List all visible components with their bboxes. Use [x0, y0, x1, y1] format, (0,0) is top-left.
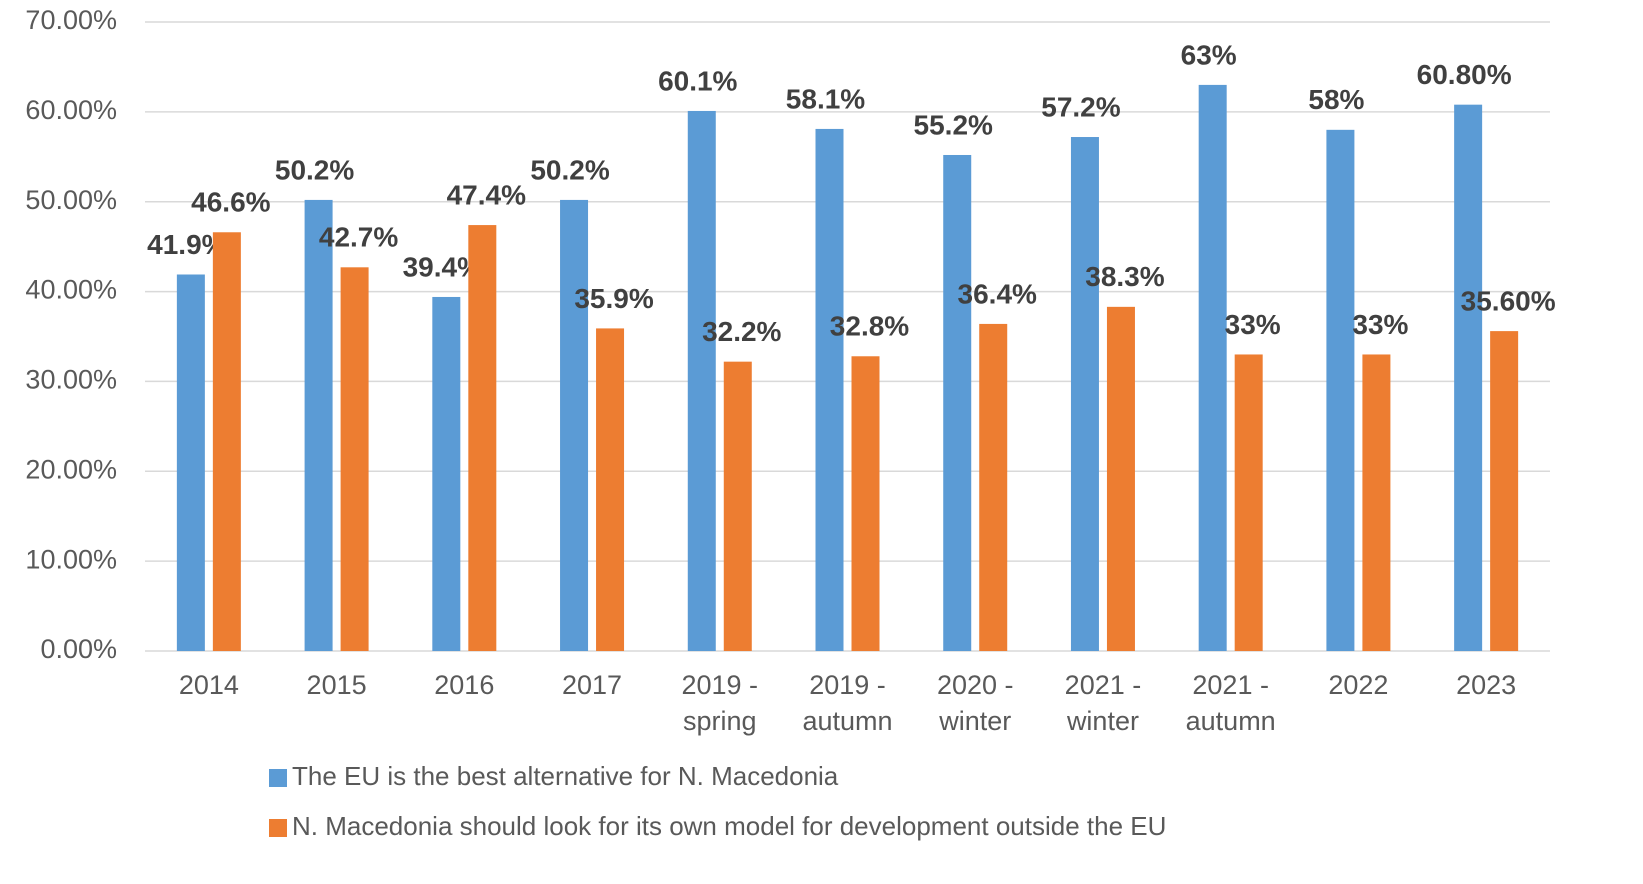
value-label: 35.9%: [574, 283, 653, 314]
value-label: 38.3%: [1085, 261, 1164, 292]
x-tick-label-line: autumn: [1186, 706, 1276, 736]
legend-swatch: [269, 769, 287, 787]
value-label: 60.1%: [658, 65, 737, 96]
bar: [1362, 354, 1390, 651]
x-tick-label: 2021 - winter: [1065, 670, 1142, 736]
y-tick-label: 70.00%: [25, 5, 117, 35]
value-label: 58.1%: [786, 83, 865, 114]
bar: [724, 362, 752, 651]
x-tick-label-line: 2019 -: [809, 670, 886, 700]
bar: [1326, 130, 1354, 651]
bar: [560, 200, 588, 651]
y-tick-label: 0.00%: [40, 634, 117, 664]
value-label: 32.2%: [702, 316, 781, 347]
x-tick-label: 2019 - spring: [681, 670, 758, 736]
x-tick-label: 2022: [1328, 670, 1388, 700]
bar: [305, 200, 333, 651]
y-tick-label: 40.00%: [25, 275, 117, 305]
value-label: 50.2%: [530, 154, 609, 185]
bar: [1071, 137, 1099, 651]
value-label: 33%: [1352, 309, 1408, 340]
x-tick-label-line: winter: [938, 706, 1011, 736]
bar: [852, 356, 880, 651]
value-label: 47.4%: [447, 179, 526, 210]
value-label: 35.60%: [1461, 285, 1556, 316]
bar: [1107, 307, 1135, 651]
x-tick-label: 2023: [1456, 670, 1516, 700]
x-tick-label: 2016: [434, 670, 494, 700]
bar: [432, 297, 460, 651]
bar: [816, 129, 844, 651]
value-label: 32.8%: [830, 311, 909, 342]
y-tick-label: 10.00%: [25, 544, 117, 574]
value-label: 55.2%: [914, 109, 993, 140]
bar: [1490, 331, 1518, 651]
y-tick-label: 30.00%: [25, 365, 117, 395]
value-label: 33%: [1225, 309, 1281, 340]
value-label: 57.2%: [1041, 91, 1120, 122]
x-tick-label-line: 2021 -: [1192, 670, 1269, 700]
x-tick-label: 2017: [562, 670, 622, 700]
bar: [979, 324, 1007, 651]
value-label: 63%: [1181, 39, 1237, 70]
x-tick-label: 2015: [307, 670, 367, 700]
y-tick-label: 20.00%: [25, 454, 117, 484]
x-tick-label-line: 2020 -: [937, 670, 1014, 700]
legend-swatch: [269, 819, 287, 837]
x-tick-label-line: autumn: [802, 706, 892, 736]
x-tick-label-line: winter: [1066, 706, 1139, 736]
value-label: 42.7%: [319, 222, 398, 253]
chart: 0.00% 10.00% 20.00% 30.00% 40.00% 50.00% 60.00…: [0, 0, 1643, 884]
bar: [1454, 105, 1482, 651]
bar: [1199, 85, 1227, 651]
legend-label: N. Macedonia should look for its own mod…: [292, 811, 1166, 841]
bar: [688, 111, 716, 651]
bar: [943, 155, 971, 651]
x-tick-label-line: spring: [683, 706, 757, 736]
x-tick-label: 2014: [179, 670, 239, 700]
legend-label: The EU is the best alternative for N. Ma…: [292, 761, 839, 791]
y-tick-label: 50.00%: [25, 185, 117, 215]
value-label: 60.80%: [1417, 59, 1512, 90]
bar: [596, 328, 624, 651]
x-tick-label: 2019 - autumn: [802, 670, 892, 736]
x-tick-label-line: 2021 -: [1065, 670, 1142, 700]
y-tick-label: 60.00%: [25, 95, 117, 125]
x-tick-label: 2020 - winter: [937, 670, 1014, 736]
bar: [1235, 354, 1263, 651]
bar: [468, 225, 496, 651]
bar: [341, 267, 369, 651]
page: 0.00% 10.00% 20.00% 30.00% 40.00% 50.00% 60.00…: [0, 0, 1643, 884]
value-label: 36.4%: [958, 278, 1037, 309]
bar: [177, 274, 205, 651]
x-tick-label-line: 2019 -: [681, 670, 758, 700]
x-tick-label: 2021 - autumn: [1186, 670, 1276, 736]
bar: [213, 232, 241, 651]
value-label: 50.2%: [275, 154, 354, 185]
value-label: 46.6%: [191, 187, 270, 218]
value-label: 58%: [1308, 84, 1364, 115]
